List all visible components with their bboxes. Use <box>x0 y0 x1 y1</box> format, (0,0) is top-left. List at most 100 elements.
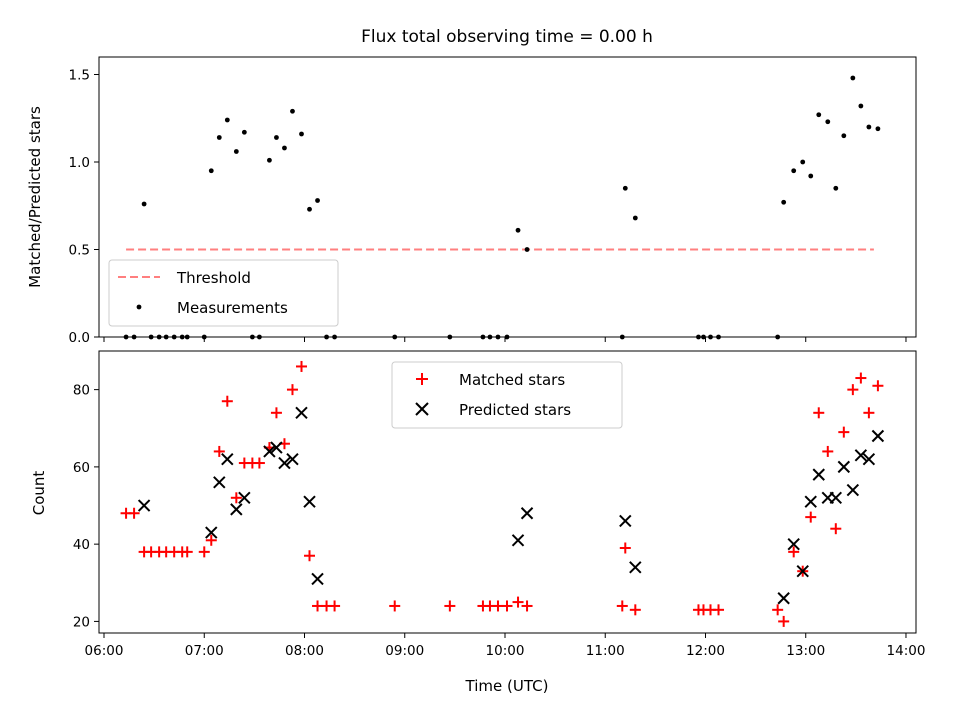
legend-matched-label: Matched stars <box>459 371 565 389</box>
top-y-axis-label: Matched/Predicted stars <box>26 106 44 288</box>
measurement-point <box>241 129 247 135</box>
top-plot-marks <box>123 75 881 340</box>
matched-star-point <box>830 523 842 535</box>
predicted-star-point <box>137 499 151 512</box>
predicted-star-point <box>796 564 809 578</box>
matched-star-point <box>619 542 631 554</box>
matched-star-point <box>389 600 401 612</box>
measurement-point <box>800 159 806 165</box>
bottom-plot-marks <box>120 360 885 627</box>
matched-star-point <box>205 534 217 546</box>
measurement-point <box>290 108 295 114</box>
matched-star-point <box>772 604 784 616</box>
predicted-star-point <box>804 495 817 508</box>
matched-star-point <box>822 445 834 457</box>
matched-star-point <box>872 380 884 392</box>
matched-star-point <box>778 615 790 627</box>
predicted-star-point <box>238 491 251 505</box>
measurement-point <box>850 75 856 81</box>
matched-star-point <box>805 511 817 523</box>
x-tick-label: 13:00 <box>786 643 825 659</box>
measurement-point <box>858 103 864 109</box>
matched-star-point <box>813 407 825 419</box>
matched-star-point <box>616 600 628 612</box>
predicted-star-point <box>278 456 291 470</box>
bottom-legend: Matched stars Predicted stars <box>391 361 623 429</box>
legend-measurements-label: Measurements <box>177 299 288 317</box>
bottom-axis-ticks: 20 40 60 80 06:00 07:00 08:00 09:00 10:00 11:00 12… <box>73 383 926 659</box>
measurement-point <box>816 112 822 118</box>
matched-star-point <box>253 457 265 469</box>
predicted-star-point <box>619 514 632 528</box>
predicted-star-point <box>629 561 642 574</box>
top-axis-ticks: 0.0 0.5 1.0 1.5 <box>69 68 907 346</box>
y-tick-label: 20 <box>73 614 90 630</box>
matched-star-point <box>629 604 641 616</box>
y-tick-label: 1.5 <box>69 68 90 84</box>
predicted-star-point <box>270 441 283 454</box>
predicted-star-point <box>263 445 276 458</box>
measurement-point <box>274 135 279 140</box>
measurement-point <box>307 206 312 212</box>
measurement-point <box>267 157 272 163</box>
predicted-star-point <box>846 483 860 497</box>
matched-star-point <box>213 445 225 457</box>
bottom-x-axis-label: Time (UTC) <box>465 677 549 695</box>
y-tick-label: 80 <box>73 383 90 399</box>
predicted-star-point <box>829 491 843 505</box>
matched-star-point <box>863 407 875 419</box>
measurement-point <box>833 185 839 191</box>
predicted-star-point <box>787 537 800 551</box>
predicted-star-point <box>812 468 825 481</box>
matched-star-point <box>444 600 456 612</box>
predicted-star-point <box>520 507 534 520</box>
matched-star-point <box>304 550 316 562</box>
x-tick-label: 08:00 <box>285 643 324 659</box>
predicted-star-point <box>230 503 243 516</box>
predicted-star-point <box>221 452 234 466</box>
matched-star-point <box>128 507 140 519</box>
predicted-star-point <box>295 406 308 420</box>
y-tick-label: 60 <box>73 460 90 476</box>
measurement-point <box>841 133 847 139</box>
legend-predicted-swatch <box>415 402 429 416</box>
legend-measurements-swatch <box>136 304 142 310</box>
matched-star-point <box>713 604 725 616</box>
measurement-point <box>282 145 287 151</box>
measurement-point <box>216 135 222 140</box>
predicted-star-point <box>511 534 525 547</box>
predicted-star-point <box>837 460 851 474</box>
bottom-chart: 20 40 60 80 06:00 07:00 08:00 09:00 10:00 11:00 12… <box>30 350 926 695</box>
matched-star-point <box>198 546 210 558</box>
legend-matched-swatch <box>416 373 428 385</box>
x-tick-label: 07:00 <box>185 643 224 659</box>
top-plot-frame <box>98 56 917 338</box>
y-tick-label: 0.0 <box>69 330 90 346</box>
matched-star-point <box>855 372 867 384</box>
x-tick-label: 09:00 <box>385 643 424 659</box>
legend-threshold-label: Threshold <box>176 269 251 287</box>
legend-predicted-label: Predicted stars <box>459 401 571 419</box>
measurement-point <box>632 215 638 221</box>
measurement-point <box>791 168 797 174</box>
measurement-point <box>622 185 628 191</box>
predicted-star-point <box>303 495 316 508</box>
matched-star-point <box>230 492 242 504</box>
top-chart: 0.0 0.5 1.0 1.5 Matched/Predicted stars Thr… <box>26 56 917 346</box>
x-tick-label: 11:00 <box>586 643 625 659</box>
predicted-star-point <box>862 452 876 466</box>
measurement-point <box>875 126 881 132</box>
matched-star-point <box>788 546 800 558</box>
predicted-star-point <box>286 452 299 466</box>
y-tick-label: 0.5 <box>69 243 90 259</box>
chart-title: Flux total observing time = 0.00 h <box>361 27 653 47</box>
top-legend: Threshold Measurements <box>108 259 339 327</box>
x-tick-label: 12:00 <box>686 643 725 659</box>
bottom-legend-box <box>391 361 623 429</box>
measurement-point <box>233 149 239 154</box>
matched-star-point <box>838 426 850 438</box>
x-tick-label: 14:00 <box>887 643 926 659</box>
measurement-point <box>224 117 230 123</box>
